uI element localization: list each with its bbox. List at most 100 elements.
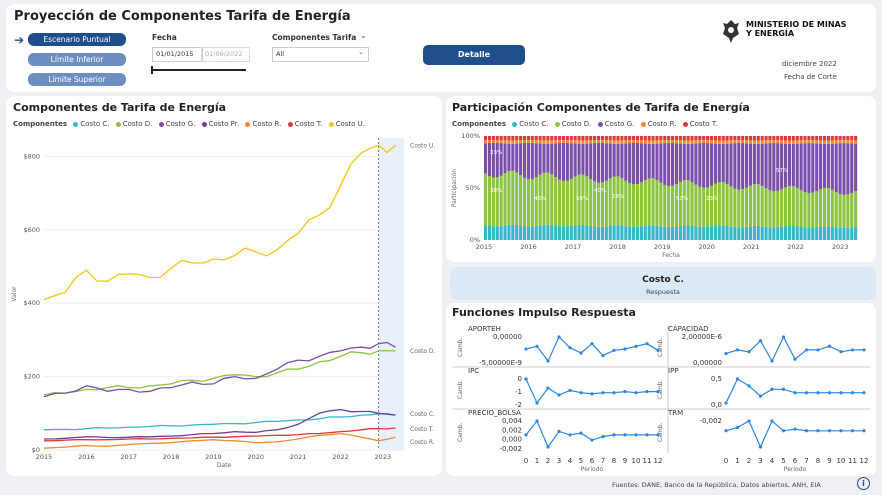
bar-segment <box>709 136 714 141</box>
irf-panel: Funciones Impulso Respuesta APORTEH Camb.… <box>446 303 876 476</box>
legend-costo-pr[interactable]: Costo Pr. <box>208 120 240 128</box>
legend-share-costo-r[interactable]: Costo R. <box>647 120 677 128</box>
bar-segment <box>604 136 608 141</box>
bar-segment <box>554 140 558 144</box>
bar-segment <box>826 140 830 144</box>
legend-costo-g[interactable]: Costo G. <box>165 120 196 128</box>
bar-segment <box>561 180 566 227</box>
select-chevron-icon[interactable]: ⌄ <box>358 48 364 56</box>
bar-segment <box>826 136 830 141</box>
bar-segment <box>725 183 729 227</box>
irf-point <box>827 429 832 433</box>
bar-segment <box>799 190 803 227</box>
bar-segment <box>561 136 566 140</box>
bar-segment <box>854 226 858 240</box>
bar-segment <box>558 140 562 144</box>
bar-segment <box>799 136 803 141</box>
right-legend-label: Componentes <box>452 120 507 128</box>
bar-segment <box>854 136 858 141</box>
bar-segment <box>526 142 530 180</box>
bar-segment <box>511 224 515 240</box>
bar-segment <box>748 143 753 186</box>
bar-segment <box>671 136 675 141</box>
irf-point <box>623 433 627 437</box>
irf-point <box>568 388 572 393</box>
info-icon[interactable]: i <box>857 477 870 490</box>
bar-segment <box>764 136 768 141</box>
bar-segment <box>717 182 721 226</box>
irf-small-multiples[interactable]: APORTEHCamb.0,00000-5,00000E-9CAPACIDADC… <box>446 319 876 476</box>
bar-segment <box>573 140 577 144</box>
irf-point <box>850 348 855 352</box>
bar-segment <box>776 227 780 240</box>
bar-segment <box>803 227 807 240</box>
date-slider-handle[interactable] <box>151 66 153 74</box>
participation-bar-chart[interactable]: 0% 50% 100% 2015 2016 2017 2018 2019 2020 2021 202… <box>446 130 876 262</box>
legend-costo-r[interactable]: Costo R. <box>252 120 282 128</box>
componentes-select[interactable]: All <box>272 47 369 62</box>
bar-segment <box>600 226 604 240</box>
irf-point <box>827 391 832 395</box>
bar-segment <box>546 140 550 144</box>
series-line-costoc <box>43 412 396 431</box>
bar-segment <box>596 139 601 143</box>
bar-segment <box>764 140 768 144</box>
x-tick-label: 2023 <box>375 453 392 461</box>
bar-segment <box>698 226 702 240</box>
scenario-superior-button[interactable]: Límite Superior <box>28 73 126 86</box>
bar-segment <box>569 143 573 179</box>
chevron-down-icon[interactable]: ⌄ <box>360 31 367 40</box>
legend-share-costo-g[interactable]: Costo G. <box>604 120 635 128</box>
date-to-input[interactable]: 01/06/2022 <box>201 47 250 62</box>
irf-x-tick: 12 <box>654 457 663 465</box>
irf-tick-label: 0,00000 <box>493 333 522 341</box>
y-tick-label: $600 <box>23 226 40 234</box>
components-line-chart[interactable]: $0 $200 $400 $600 $800 2015 2016 2017 2018 2019 20… <box>6 132 442 476</box>
bar-segment <box>612 136 616 141</box>
bar-segment <box>515 143 519 173</box>
bar-segment <box>565 142 569 181</box>
scenario-inferior-button[interactable]: Límite Inferior <box>28 53 126 66</box>
bar-segment <box>651 178 655 226</box>
date-slider-track[interactable] <box>152 69 246 71</box>
irf-title: Funciones Impulso Respuesta <box>452 306 636 319</box>
bar-segment <box>737 227 741 240</box>
bar-segment <box>526 139 530 143</box>
bar-segment <box>807 193 811 228</box>
bar-segment <box>760 136 764 141</box>
legend-share-costo-c[interactable]: Costo C. <box>519 120 549 128</box>
bar-segment <box>647 136 651 141</box>
bar-segment <box>799 226 803 240</box>
bar-segment <box>530 226 534 240</box>
bar-segment <box>655 180 659 226</box>
bar-segment <box>745 187 749 227</box>
irf-point <box>827 344 832 348</box>
irf-point <box>579 391 583 395</box>
detalle-button[interactable]: Detalle <box>423 45 525 65</box>
scenario-puntual-button[interactable]: Escenario Puntual <box>28 33 126 46</box>
bar-segment <box>776 136 780 141</box>
irf-tick-label: -2 <box>515 401 522 409</box>
bar-segment <box>795 143 799 188</box>
bar-segment <box>737 143 741 190</box>
footer-sources: Fuentes: DANE, Banco de la República, Da… <box>612 481 821 489</box>
irf-point <box>590 342 594 346</box>
bar-segment <box>842 140 846 144</box>
bar-segment <box>830 143 834 190</box>
selected-component-card[interactable]: Costo C. Respuesta <box>450 267 876 300</box>
bar-segment <box>643 180 647 226</box>
bar-segment <box>822 187 827 227</box>
legend-share-costo-d[interactable]: Costo D. <box>561 120 592 128</box>
date-from-input[interactable]: 01/01/2015 <box>152 47 203 62</box>
bar-segment <box>846 143 850 195</box>
x-tick-label: 2019 <box>654 243 671 251</box>
bar-segment <box>604 180 608 227</box>
legend-costo-c[interactable]: Costo C. <box>80 120 110 128</box>
legend-costo-d[interactable]: Costo D. <box>122 120 153 128</box>
legend-share-costo-t[interactable]: Costo T. <box>689 120 718 128</box>
bar-segment <box>593 143 597 182</box>
legend-costo-u[interactable]: Costo U. <box>335 120 366 128</box>
irf-point <box>535 401 539 405</box>
legend-costo-t[interactable]: Costo T. <box>294 120 323 128</box>
bar-segment <box>729 143 733 187</box>
